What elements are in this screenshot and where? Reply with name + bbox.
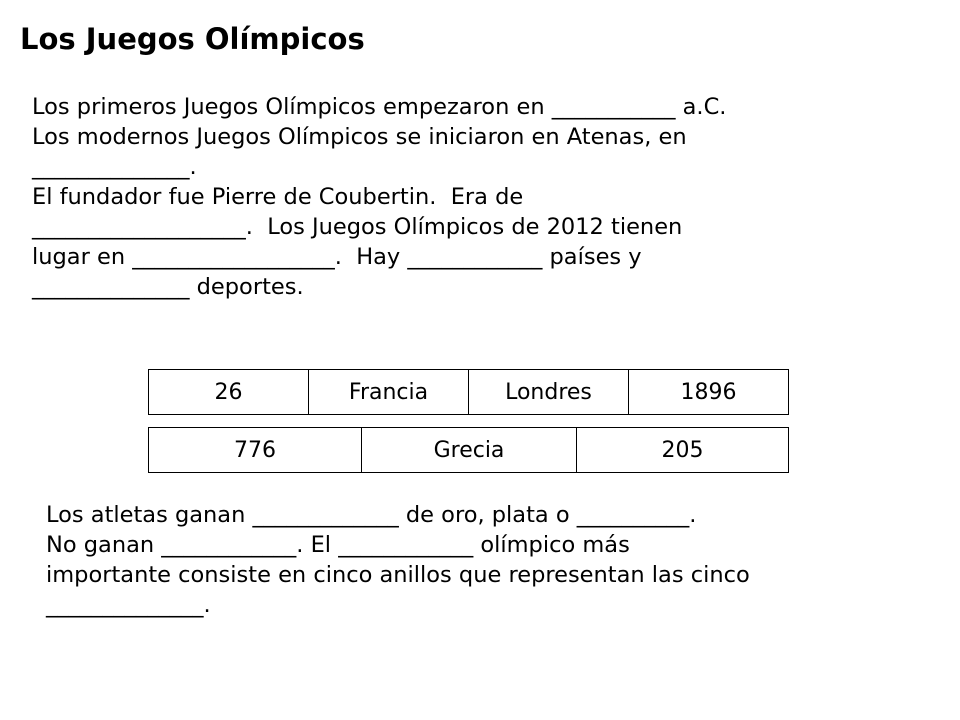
table-row: 776 Grecia 205: [148, 427, 789, 473]
paragraph-line: ___________________. Los Juegos Olímpico…: [32, 214, 683, 240]
paragraph-line: No ganan ____________. El ____________ o…: [46, 532, 630, 558]
word-bank-cell: Francia: [308, 369, 469, 415]
paragraph-line: Los modernos Juegos Olímpicos se iniciar…: [32, 124, 687, 150]
word-bank-cell: 26: [148, 369, 309, 415]
paragraph-line: ______________.: [46, 592, 211, 618]
paragraph-line: El fundador fue Pierre de Coubertin. Era…: [32, 184, 524, 210]
table-row: 26 Francia Londres 1896: [148, 369, 789, 415]
word-bank-cell: 776: [148, 427, 362, 473]
paragraph-line: Los atletas ganan _____________ de oro, …: [46, 502, 697, 528]
paragraph-line: Los primeros Juegos Olímpicos empezaron …: [32, 94, 727, 120]
paragraph-line: ______________ deportes.: [32, 274, 304, 300]
paragraph-line: importante consiste en cinco anillos que…: [46, 562, 750, 588]
closing-paragraph: Los atletas ganan _____________ de oro, …: [46, 500, 926, 620]
word-bank-table-1: 26 Francia Londres 1896: [148, 369, 789, 415]
paragraph-line: ______________.: [32, 154, 197, 180]
intro-paragraph: Los primeros Juegos Olímpicos empezaron …: [32, 92, 912, 302]
word-bank-cell: Londres: [468, 369, 629, 415]
word-bank-cell: 205: [576, 427, 789, 473]
word-bank-table-2: 776 Grecia 205: [148, 427, 789, 473]
page-title: Los Juegos Olímpicos: [20, 22, 365, 56]
word-bank-cell: Grecia: [361, 427, 577, 473]
word-bank-cell: 1896: [628, 369, 789, 415]
paragraph-line: lugar en __________________. Hay _______…: [32, 244, 642, 270]
